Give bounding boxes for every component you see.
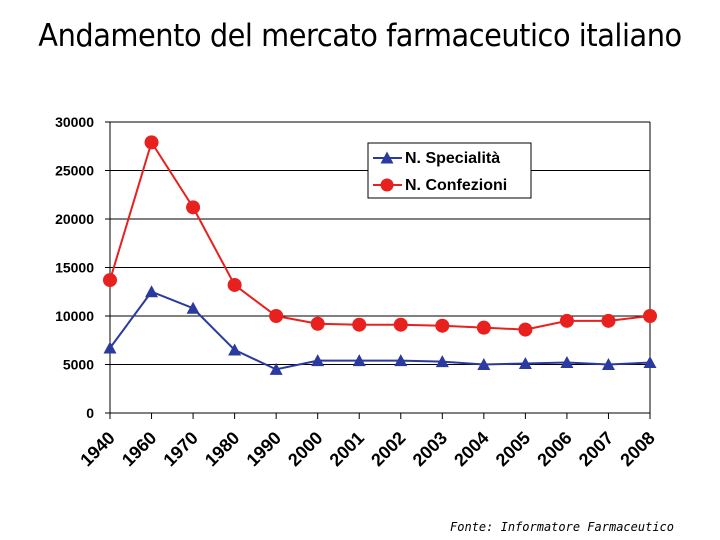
point-confezioni-1970 [186,200,201,215]
point-specialita-1990 [269,362,283,375]
point-specialita-2003 [435,355,449,368]
x-tick-label-2000: 2000 [284,428,326,470]
point-confezioni-2006 [559,313,574,328]
x-tick-label-1990: 1990 [243,428,285,470]
legend-marker-specialita [380,151,394,164]
x-tick-label-1940: 1940 [76,428,118,470]
point-confezioni-2001 [352,317,367,332]
y-tick-label-30000: 30000 [55,114,94,130]
point-confezioni-2005 [518,322,533,337]
y-tick-label-25000: 25000 [55,163,94,179]
point-specialita-1960 [145,285,159,298]
y-tick-label-20000: 20000 [55,211,94,227]
point-specialita-2006 [560,356,574,369]
x-tick-label-1960: 1960 [118,428,160,470]
y-axis-tick-labels: 0 5000 10000 15000 20000 25000 30000 [55,114,94,421]
point-confezioni-1960 [144,135,159,150]
y-tick-label-0: 0 [86,405,94,421]
y-tick-label-15000: 15000 [55,260,94,276]
point-confezioni-2007 [601,313,616,328]
x-axis-tick-labels: 1940 1960 1970 1980 1990 2000 2001 2002 2003 2004… [76,428,658,470]
x-tick-label-2006: 2006 [533,428,575,470]
y-tick-label-10000: 10000 [55,308,94,324]
point-confezioni-2008 [643,309,657,323]
legend-label-confezioni: N. Confezioni [405,177,507,194]
legend-label-specialita: N. Specialità [405,150,500,167]
point-specialita-1940 [103,341,117,354]
series-layer [103,135,657,375]
point-specialita-2001 [352,354,366,367]
point-confezioni-2003 [435,318,450,333]
point-confezioni-1990 [269,309,284,323]
x-tick-label-2002: 2002 [367,428,409,470]
point-specialita-2008 [643,356,657,369]
x-tick-label-2003: 2003 [409,428,451,470]
x-tick-label-1980: 1980 [201,428,243,470]
x-tick-label-2005: 2005 [492,428,534,470]
series-line-confezioni [109,139,651,331]
point-specialita-2004 [477,358,491,370]
point-specialita-2000 [311,354,325,367]
legend: N. Specialità N. Confezioni [367,142,532,199]
point-confezioni-2004 [476,320,491,335]
point-confezioni-1980 [227,277,242,292]
point-specialita-1980 [228,343,242,356]
point-specialita-2002 [394,354,408,367]
legend-box [367,142,532,199]
source-note: Fonte: Informatore Farmaceutico [450,520,674,534]
legend-marker-confezioni [380,178,394,192]
series-line-specialita [109,290,651,371]
x-tick-label-1970: 1970 [159,428,201,470]
x-tick-label-2001: 2001 [326,428,368,470]
x-tick-label-2007: 2007 [575,428,617,470]
point-specialita-2005 [518,357,532,370]
x-tick-label-2008: 2008 [616,428,658,470]
point-specialita-1970 [186,301,200,314]
point-specialita-2007 [601,358,615,370]
point-confezioni-2002 [393,317,408,332]
x-tick-label-2004: 2004 [450,428,492,470]
y-tick-label-5000: 5000 [63,357,94,373]
point-confezioni-1940 [103,273,117,288]
slide-title: Andamento del mercato farmaceutico itali… [38,18,682,54]
point-confezioni-2000 [310,316,325,331]
